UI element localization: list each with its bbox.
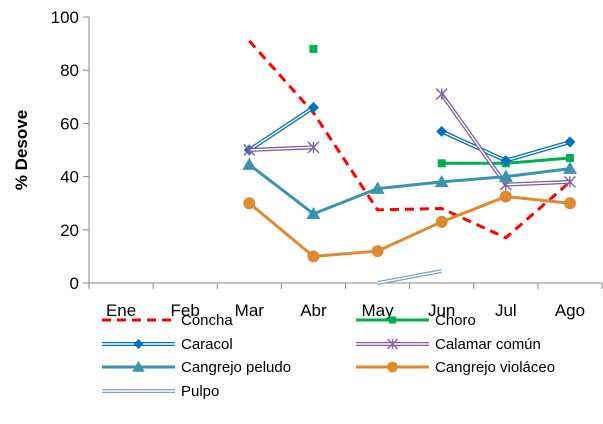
series-cangrejo-violaceo: [243, 190, 576, 263]
data-point: [499, 190, 512, 203]
legend: Concha Choro Caracol Calamar común Cangrejo …: [102, 312, 555, 400]
legend-marker: [133, 339, 144, 349]
legend-label: Cangrejo peludo: [181, 359, 291, 376]
legend-label: Concha: [181, 312, 233, 329]
series-cangrejo-peludo: [242, 157, 577, 220]
data-point: [307, 250, 320, 263]
legend-item: Calamar común: [356, 336, 541, 353]
data-point: [309, 44, 318, 53]
x-tick-label: Ago: [555, 301, 585, 320]
x-tick-label: May: [362, 301, 395, 320]
data-point: [563, 175, 576, 188]
legend-marker: [388, 316, 397, 324]
data-point: [434, 174, 449, 188]
data-point: [307, 101, 319, 113]
legend-label: Caracol: [181, 336, 233, 353]
y-tick-label: 0: [70, 274, 79, 293]
x-tick-label: Jun: [428, 301, 455, 320]
y-axis-label: % Desove: [12, 110, 31, 190]
y-tick-label: 20: [60, 221, 79, 240]
legend-item: Cangrejo peludo: [102, 359, 291, 376]
series-choro: [309, 44, 574, 168]
series-line-inner: [248, 106, 314, 151]
data-point: [435, 88, 448, 101]
data-point: [562, 161, 577, 174]
x-tick-label: Mar: [235, 301, 265, 320]
y-tick-label: 100: [51, 8, 79, 27]
legend-label: Choro: [435, 312, 476, 329]
series-calamar-comun: [243, 88, 576, 191]
legend-label: Cangrejo violáceo: [435, 359, 555, 376]
legend-label: Pulpo: [181, 383, 219, 400]
data-point: [370, 181, 385, 194]
series-layer: [242, 39, 577, 285]
series-caracol: [243, 101, 576, 167]
legend-item: Concha: [102, 312, 233, 329]
series-concha: [248, 39, 571, 240]
series-pulpo: [377, 269, 443, 285]
data-point: [435, 215, 448, 228]
legend-label: Calamar común: [435, 336, 541, 353]
legend-marker: [387, 361, 398, 373]
legend-item: Pulpo: [102, 383, 219, 400]
x-tick-label: Jul: [495, 301, 517, 320]
data-point: [307, 141, 320, 154]
legend-marker: [132, 360, 145, 372]
data-point: [565, 153, 574, 162]
axes: 0 20 40 60 80 100 Ene Feb Mar Abr May Jun Jul Ago % De…: [12, 8, 603, 320]
data-point: [371, 245, 384, 258]
series-line: [248, 195, 571, 258]
data-point: [242, 157, 257, 170]
legend-marker: [387, 338, 398, 350]
x-tick-label: Feb: [171, 301, 200, 320]
legend-item: Choro: [356, 312, 476, 329]
data-point: [437, 159, 446, 168]
data-point: [243, 144, 256, 156]
y-tick-label: 40: [60, 168, 79, 187]
x-tick-label: Abr: [300, 301, 327, 320]
data-point: [436, 125, 448, 137]
data-point: [498, 169, 513, 182]
y-tick-label: 60: [60, 114, 79, 133]
data-point: [306, 206, 321, 220]
x-tick-label: Ene: [106, 301, 136, 320]
y-tick-label: 80: [60, 61, 79, 80]
legend-item: Cangrejo violáceo: [356, 359, 555, 376]
data-point: [500, 155, 512, 167]
data-point: [243, 197, 256, 210]
legend-item: Caracol: [102, 336, 233, 353]
series-line: [248, 39, 571, 240]
data-point: [563, 197, 576, 210]
series-line-inner: [377, 270, 442, 284]
data-point: [564, 136, 576, 148]
series-line: [248, 163, 571, 216]
series-line-inner: [249, 146, 314, 151]
